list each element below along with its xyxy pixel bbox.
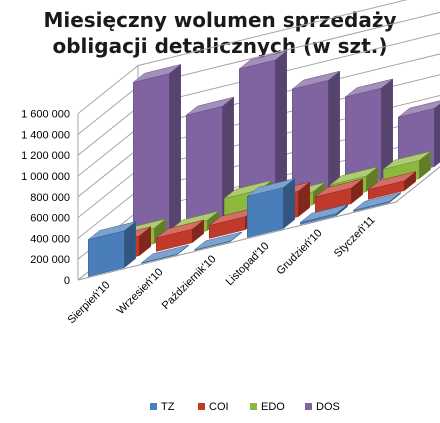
y-tick-label: 1 000 000 — [21, 171, 70, 183]
bar-tz-4 — [300, 203, 348, 225]
chart-title-line-1: Miesięczny wolumen sprzedaży — [43, 8, 396, 32]
y-tick-label: 0 — [64, 275, 70, 287]
legend-item-tz: TZ — [150, 401, 175, 413]
legend-item-edo: EDO — [250, 401, 285, 413]
bar-dos-0 — [133, 63, 181, 241]
legend-swatch — [305, 403, 312, 410]
bar-tz-1 — [141, 244, 189, 264]
y-tick-label: 1 400 000 — [21, 129, 70, 141]
x-category-label: Listopad'10 — [224, 240, 272, 288]
legend-swatch — [150, 403, 157, 410]
bar-tz-2 — [194, 231, 242, 251]
bars — [88, 50, 440, 277]
legend-label: DOS — [316, 401, 340, 413]
legend-label: TZ — [161, 401, 175, 413]
legend-item-dos: DOS — [305, 401, 340, 413]
bar-coi-1 — [156, 219, 204, 252]
legend-label: COI — [209, 401, 229, 413]
y-tick-label: 200 000 — [30, 254, 70, 266]
y-tick-label: 1 600 000 — [21, 109, 70, 121]
y-tick-label: 400 000 — [30, 233, 70, 245]
legend-swatch — [198, 403, 205, 410]
bar-dos-1 — [186, 96, 234, 228]
y-tick-label: 600 000 — [30, 213, 70, 225]
x-category-label: Grudzień'10 — [274, 227, 324, 277]
y-tick-label: 800 000 — [30, 192, 70, 204]
bar-coi-5 — [368, 171, 416, 200]
bar-tz-3 — [247, 177, 295, 238]
legend-label: EDO — [261, 401, 285, 413]
bar-tz-0 — [88, 221, 136, 277]
y-tick-label: 1 200 000 — [21, 150, 70, 162]
x-category-label: Wrzesień'10 — [115, 266, 166, 317]
x-category-label: Październik'10 — [160, 253, 219, 312]
legend-item-coi: COI — [198, 401, 229, 413]
legend-swatch — [250, 403, 257, 410]
y-axis: 0 200 000 400 000 600 000 800 000 1 000 000 1 … — [21, 109, 70, 287]
bar-dos-4 — [345, 78, 393, 189]
x-category-label: Sierpień'10 — [65, 279, 112, 326]
bar-dos-2 — [239, 50, 287, 215]
legend: TZ COI EDO DOS — [150, 401, 340, 413]
bar-tz-5 — [353, 191, 401, 212]
x-category-label: Styczeń'11 — [332, 214, 378, 260]
bar-dos-3 — [292, 70, 340, 202]
bar-coi-4 — [315, 178, 363, 213]
